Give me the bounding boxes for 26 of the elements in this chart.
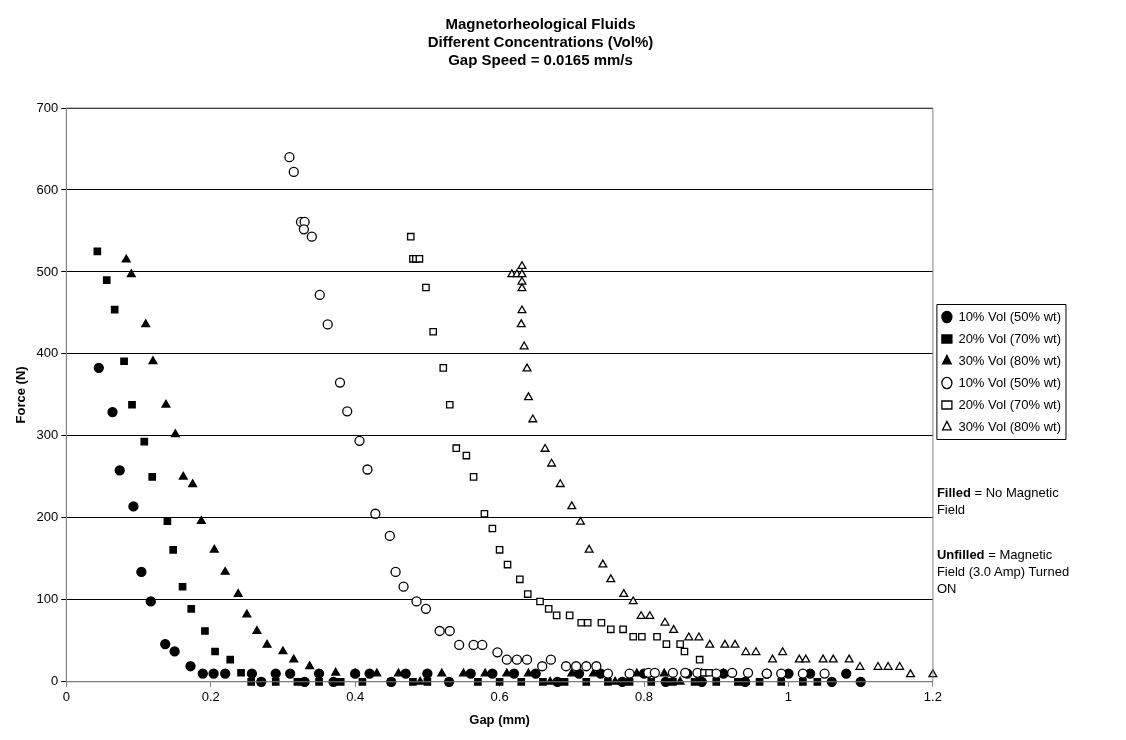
- y-tick-label: 300: [36, 427, 59, 443]
- y-tick-label: 100: [36, 591, 59, 607]
- text: Filled = No Magnetic Field: [936, 483, 1060, 518]
- x-tick-label: 0.4: [346, 689, 365, 705]
- y-axis-title: Force (N): [13, 366, 29, 424]
- y-tick-label: 700: [36, 99, 59, 115]
- y-tick-label: 0: [51, 673, 59, 689]
- x-tick-label: 0.8: [634, 689, 654, 705]
- y-tick-label: 400: [36, 345, 59, 361]
- y-tick-label: 500: [36, 263, 59, 279]
- legend-label: 10% Vol (50% wt): [958, 374, 1062, 390]
- legend-label: 20% Vol (70% wt): [958, 330, 1062, 346]
- y-tick-label: 600: [36, 181, 59, 197]
- x-tick-label: 0: [62, 689, 70, 705]
- x-tick-label: 1.2: [923, 689, 942, 705]
- x-tick-label: 0.2: [201, 689, 220, 705]
- legend-label: 10% Vol (50% wt): [958, 308, 1062, 324]
- legend-label: 30% Vol (80% wt): [958, 418, 1062, 434]
- y-tick-label: 200: [36, 509, 59, 525]
- x-tick-label: 0.6: [490, 689, 509, 705]
- legend-label: 20% Vol (70% wt): [958, 396, 1062, 412]
- x-tick-label: 1: [784, 689, 793, 705]
- text: Unfilled = Magnetic Field (3.0 Amp) Turned ON: [936, 545, 1071, 597]
- x-axis-title: Gap (mm): [469, 711, 530, 727]
- legend-label: 30% Vol (80% wt): [958, 352, 1062, 368]
- chart-title: Magnetorheological Fluids Different Concentrations (Vol%) Gap Speed = 0.0165 mm/s: [427, 15, 654, 69]
